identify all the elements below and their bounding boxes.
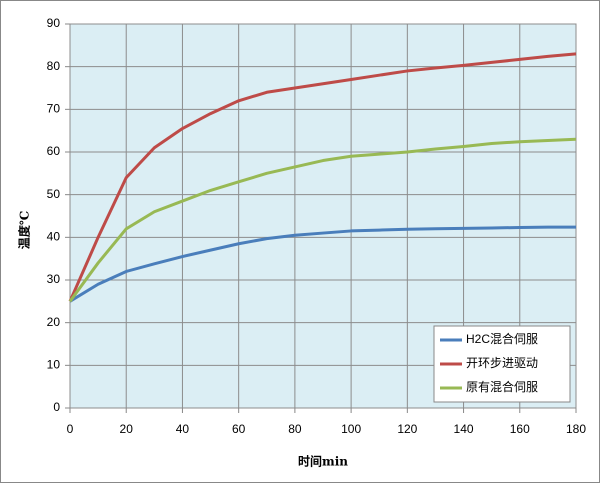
y-axis-title: 温度℃ [17, 211, 32, 249]
x-tick-label: 40 [176, 422, 190, 436]
legend-label: H2C混合伺服 [466, 331, 538, 346]
y-tick-label: 40 [47, 230, 61, 244]
series-line [69, 225, 576, 303]
x-tick-label: 20 [120, 422, 134, 436]
x-tick-label: 160 [510, 422, 530, 436]
y-tick-label: 80 [47, 59, 61, 73]
y-tick-label: 10 [47, 358, 61, 372]
series-line [68, 52, 577, 302]
x-tick-label: 120 [397, 422, 417, 436]
y-tick-label: 20 [47, 315, 61, 329]
x-tick-label: 180 [566, 422, 586, 436]
y-tick-label: 70 [47, 102, 61, 116]
legend-label: 原有混合伺服 [466, 379, 538, 394]
y-tick-label: 90 [47, 16, 61, 30]
x-tick-label: 140 [454, 422, 474, 436]
x-tick-label: 80 [288, 422, 302, 436]
x-tick-label: 100 [341, 422, 361, 436]
x-tick-label: 60 [232, 422, 246, 436]
y-tick-label: 0 [53, 400, 60, 414]
legend-label: 开环步进驱动 [466, 356, 538, 370]
series-line [68, 137, 577, 303]
x-axis-title: 时间min [298, 454, 348, 469]
y-tick-label: 60 [47, 144, 61, 158]
y-tick-label: 30 [47, 272, 61, 286]
y-tick-label: 50 [47, 187, 61, 201]
x-tick-label: 0 [67, 422, 74, 436]
